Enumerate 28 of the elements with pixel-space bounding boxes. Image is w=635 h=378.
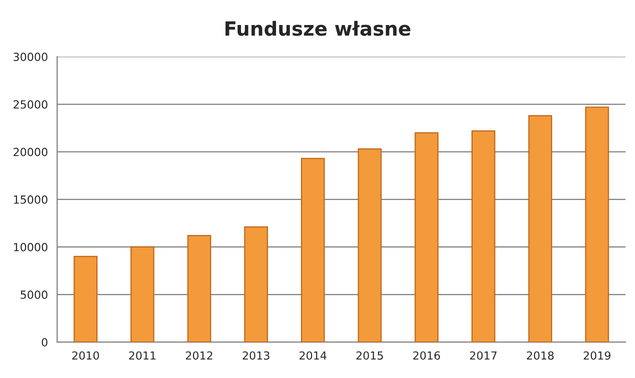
bar: [244, 226, 268, 342]
x-tick-label: 2012: [186, 351, 212, 360]
y-tick-label: 20000: [14, 148, 48, 156]
y-tick-label: 10000: [14, 242, 48, 252]
bar: [414, 132, 438, 342]
x-tick-label: 2011: [129, 351, 156, 360]
bar: [187, 234, 212, 342]
bar: [74, 256, 98, 342]
bar: [300, 158, 325, 342]
y-tick-label: 15000: [14, 195, 48, 204]
bar: [585, 106, 609, 342]
x-tick-label: 2016: [413, 351, 440, 360]
y-tick-label: 5000: [20, 290, 48, 299]
x-tick-label: 2017: [470, 351, 497, 360]
x-tick-label: 2013: [242, 351, 270, 360]
x-tick-label: 2019: [584, 351, 610, 360]
x-tick-label: 2015: [356, 351, 383, 360]
y-tick-label: 0: [42, 338, 48, 346]
x-tick-label: 2014: [300, 351, 326, 360]
bar: [528, 115, 552, 342]
x-tick-label: 2018: [526, 351, 554, 360]
y-tick-label: 25000: [14, 100, 48, 109]
y-tick-label: 30000: [14, 52, 48, 62]
bar: [358, 148, 382, 342]
chart-title: Fundusze własne: [226, 20, 410, 36]
x-tick-label: 2010: [72, 351, 99, 360]
bar: [130, 246, 154, 342]
bar: [471, 130, 496, 342]
